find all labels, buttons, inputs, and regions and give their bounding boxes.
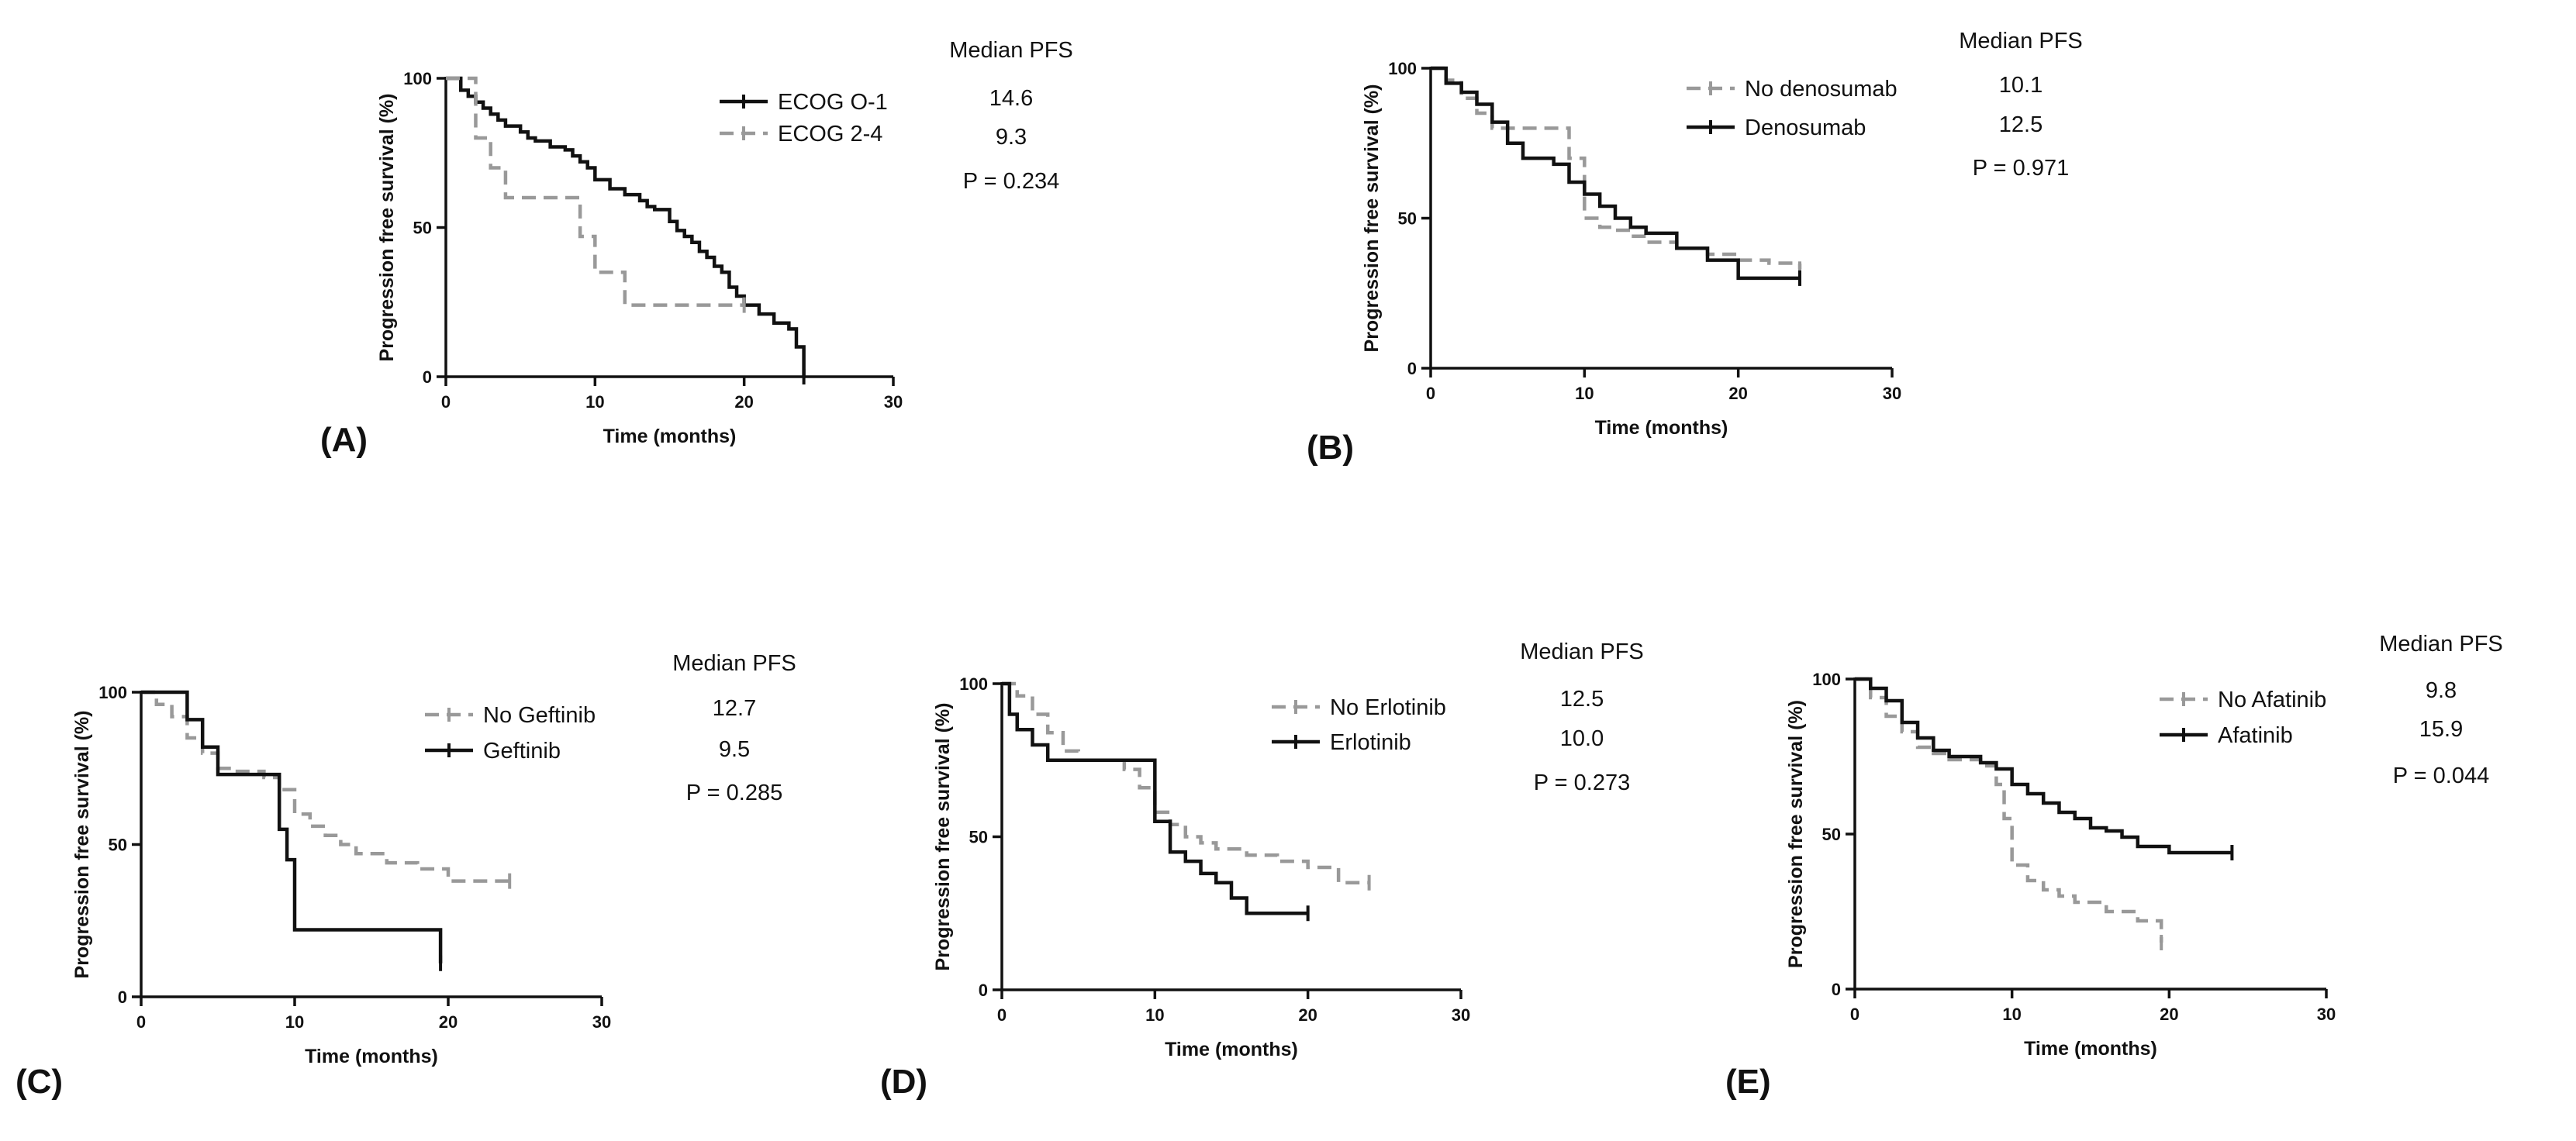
y-axis-title: Progression free survival (%) <box>1785 700 1807 968</box>
p-value: P = 0.044 <box>2393 764 2489 788</box>
p-value: P = 0.234 <box>963 169 1059 194</box>
x-axis-title: Time (months) <box>2024 1038 2157 1060</box>
series-line-2 <box>1431 66 1800 281</box>
x-tick-label: 10 <box>1575 384 1594 403</box>
y-tick-label: 100 <box>403 69 432 88</box>
median-value: 15.9 <box>2419 717 2463 742</box>
legend-label: ECOG O-1 <box>778 90 888 115</box>
series-line-1 <box>1431 66 1802 270</box>
x-axis-title: Time (months) <box>1165 1039 1298 1060</box>
y-tick-label: 0 <box>118 988 127 1007</box>
y-axis-title: Progression free survival (%) <box>1361 84 1383 353</box>
y-axis-title: Progression free survival (%) <box>376 94 398 362</box>
series-line-1 <box>1002 681 1369 884</box>
median-pfs-header: Median PFS <box>2379 632 2503 657</box>
x-tick-label: 30 <box>1883 384 1901 403</box>
median-value: 12.7 <box>713 696 756 721</box>
series-line-1 <box>446 76 806 377</box>
panel-label: (A) <box>320 421 368 459</box>
x-tick-label: 0 <box>1850 1005 1859 1024</box>
y-tick-label: 0 <box>979 981 988 1000</box>
legend-label: Geftinib <box>483 739 561 764</box>
median-value: 9.8 <box>2426 678 2457 703</box>
km-panel-d: 0 10 20 30 0 50 100 Time (months) Progression fr… <box>880 639 1644 1101</box>
series-line-2 <box>1002 681 1308 915</box>
x-axis-title: Time (months) <box>603 426 737 447</box>
km-panel-a: 0 10 20 30 0 50 100 Time (months) Progression fr… <box>320 38 1073 459</box>
median-value: 9.3 <box>996 125 1027 150</box>
y-tick-label: 50 <box>1822 825 1841 844</box>
p-value: P = 0.971 <box>1973 156 2069 181</box>
x-tick-label: 20 <box>439 1012 458 1032</box>
median-value: 10.0 <box>1560 726 1604 751</box>
y-tick-label: 100 <box>1388 59 1417 78</box>
median-value: 12.5 <box>1560 687 1604 712</box>
y-tick-label: 0 <box>1407 359 1417 378</box>
panel-label: (B) <box>1307 429 1354 467</box>
series-line-2 <box>141 690 443 963</box>
y-tick-label: 50 <box>109 836 127 855</box>
km-panel-e: 0 10 20 30 0 50 100 Time (months) Progression fr… <box>1725 632 2503 1101</box>
y-tick-label: 0 <box>423 367 432 387</box>
x-tick-label: 30 <box>1452 1005 1470 1025</box>
y-tick-label: 100 <box>1812 670 1841 689</box>
median-pfs-header: Median PFS <box>672 651 796 676</box>
median-value: 12.5 <box>1999 112 2042 137</box>
x-tick-label: 10 <box>285 1012 304 1032</box>
series-line-2 <box>1855 677 2232 855</box>
panel-label: (D) <box>880 1063 927 1101</box>
median-value: 14.6 <box>989 86 1033 111</box>
x-tick-label: 10 <box>1145 1005 1164 1025</box>
y-axis-title: Progression free survival (%) <box>71 711 93 979</box>
km-panel-c: 0 10 20 30 0 50 100 Time (months) Progression fr… <box>16 651 796 1101</box>
legend-label: Erlotinib <box>1330 730 1411 755</box>
legend-label: No denosumab <box>1745 77 1897 102</box>
x-tick-label: 30 <box>884 392 903 412</box>
x-tick-label: 0 <box>441 392 451 412</box>
legend-label: Afatinib <box>2218 723 2293 748</box>
x-tick-label: 20 <box>1728 384 1747 403</box>
legend-label: ECOG 2-4 <box>778 122 882 147</box>
y-tick-label: 50 <box>1398 209 1417 229</box>
p-value: P = 0.285 <box>686 781 782 805</box>
y-tick-label: 100 <box>959 674 988 694</box>
y-tick-label: 50 <box>413 219 432 238</box>
panel-label: (C) <box>16 1063 63 1101</box>
x-tick-label: 20 <box>1298 1005 1317 1025</box>
x-axis-title: Time (months) <box>1595 417 1728 439</box>
series-line-1 <box>1855 677 2163 943</box>
x-tick-label: 10 <box>2002 1005 2021 1024</box>
y-axis-title: Progression free survival (%) <box>932 703 954 971</box>
median-pfs-header: Median PFS <box>949 38 1073 63</box>
series-line-2 <box>446 76 744 307</box>
legend-label: Denosumab <box>1745 115 1866 140</box>
median-value: 9.5 <box>719 737 750 762</box>
x-tick-label: 20 <box>2160 1005 2178 1024</box>
y-tick-label: 0 <box>1832 980 1841 999</box>
x-tick-label: 20 <box>734 392 753 412</box>
x-tick-label: 0 <box>1426 384 1435 403</box>
x-tick-label: 0 <box>997 1005 1007 1025</box>
panel-label: (E) <box>1725 1063 1771 1101</box>
x-axis-title: Time (months) <box>305 1046 438 1067</box>
y-tick-label: 100 <box>98 683 127 702</box>
x-tick-label: 30 <box>2317 1005 2336 1024</box>
x-tick-label: 30 <box>592 1012 611 1032</box>
x-tick-label: 10 <box>585 392 604 412</box>
series-line-1 <box>141 690 510 883</box>
y-tick-label: 50 <box>969 828 988 847</box>
x-tick-label: 0 <box>136 1012 146 1032</box>
legend-label: No Geftinib <box>483 703 596 728</box>
legend-label: No Afatinib <box>2218 688 2326 712</box>
median-pfs-header: Median PFS <box>1959 29 2083 53</box>
median-value: 10.1 <box>1999 73 2042 98</box>
legend-label: No Erlotinib <box>1330 695 1446 720</box>
p-value: P = 0.273 <box>1534 770 1630 795</box>
km-panel-b: 0 10 20 30 0 50 100 Time (months) Progression fr… <box>1307 29 2083 467</box>
median-pfs-header: Median PFS <box>1520 639 1644 664</box>
